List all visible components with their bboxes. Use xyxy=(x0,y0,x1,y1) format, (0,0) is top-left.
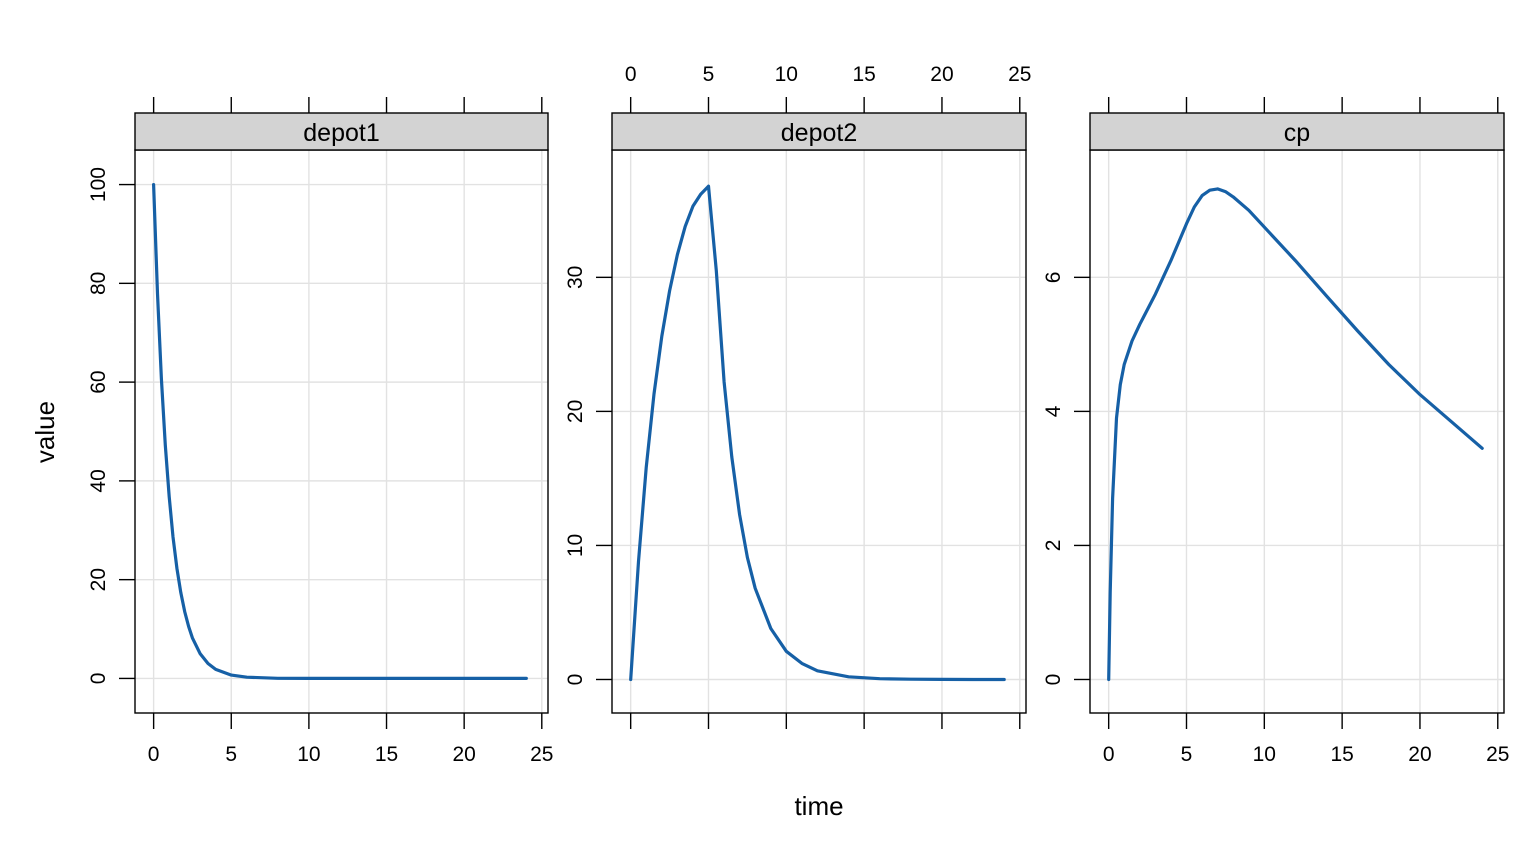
strip-header xyxy=(1089,112,1505,151)
strip-header xyxy=(134,112,549,151)
x-tick-label: 0 xyxy=(148,743,160,766)
y-tick-label: 80 xyxy=(87,272,110,295)
x-tick-label: 20 xyxy=(1408,743,1431,766)
x-tick-label: 0 xyxy=(625,63,637,86)
x-tick-label: 15 xyxy=(852,63,875,86)
x-tick-label: 5 xyxy=(703,63,715,86)
y-tick-label: 6 xyxy=(1042,272,1065,284)
x-axis-title: time xyxy=(794,791,843,821)
x-tick-label: 10 xyxy=(775,63,798,86)
y-tick-label: 0 xyxy=(87,673,110,685)
series-line-depot2 xyxy=(629,184,1006,682)
y-tick-label: 4 xyxy=(1042,405,1065,417)
series-line-depot1 xyxy=(152,183,528,681)
y-tick-label: 10 xyxy=(564,534,587,557)
panel-cp: cp 0 5 10 15 20 25 0 2 4 6 xyxy=(1042,97,1509,766)
strip-label: depot2 xyxy=(781,119,857,147)
y-tick-label: 20 xyxy=(87,568,110,591)
x-tick-label: 25 xyxy=(1486,743,1509,766)
y-tick-label: 60 xyxy=(87,370,110,393)
x-tick-label: 20 xyxy=(930,63,953,86)
panel-depot2: depot2 0 5 10 15 20 25 0 10 20 30 xyxy=(564,63,1031,729)
panel-frame xyxy=(134,149,549,714)
y-tick-label: 40 xyxy=(87,469,110,492)
y-tick-label: 100 xyxy=(87,167,110,202)
strip-label: depot1 xyxy=(303,119,379,147)
y-tick-label: 2 xyxy=(1042,540,1065,552)
series-line-cp xyxy=(1107,187,1484,682)
x-tick-label: 10 xyxy=(1253,743,1276,766)
y-tick-label: 20 xyxy=(564,400,587,423)
y-tick-label: 0 xyxy=(1042,674,1065,686)
y-tick-label: 0 xyxy=(564,674,587,686)
x-tick-label: 15 xyxy=(375,743,398,766)
x-tick-label: 10 xyxy=(297,743,320,766)
y-axis-title: value xyxy=(30,401,60,463)
x-tick-label: 15 xyxy=(1330,743,1353,766)
y-tick-label: 30 xyxy=(564,266,587,289)
x-tick-label: 25 xyxy=(1008,63,1031,86)
panel-frame xyxy=(611,149,1027,714)
strip-header xyxy=(611,112,1027,151)
x-tick-label: 0 xyxy=(1103,743,1115,766)
strip-label: cp xyxy=(1284,119,1310,147)
panel-frame xyxy=(1089,149,1505,714)
x-tick-label: 5 xyxy=(225,743,237,766)
panel-depot1: depot1 0 5 10 15 20 25 0 20 40 60 80 100 xyxy=(87,97,553,766)
x-tick-label: 25 xyxy=(530,743,553,766)
x-tick-label: 5 xyxy=(1181,743,1193,766)
x-tick-label: 20 xyxy=(452,743,475,766)
